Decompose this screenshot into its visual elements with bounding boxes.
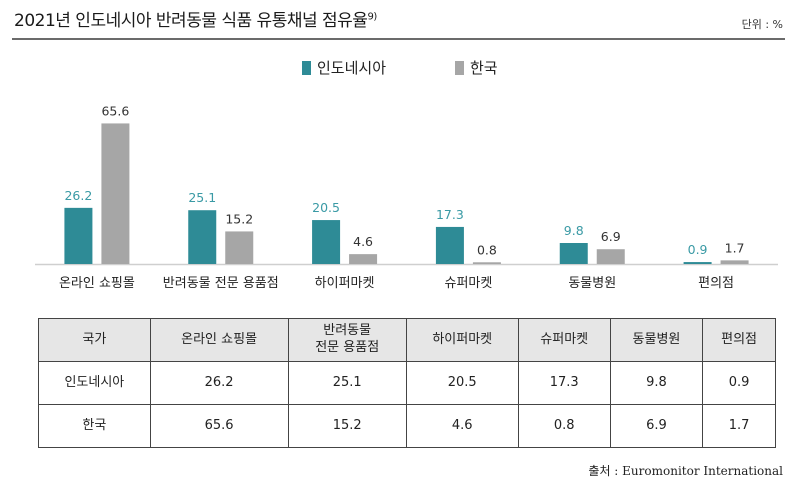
table-cell: 9.8 bbox=[609, 361, 704, 405]
bar-chart: 인도네시아 한국 26.2 65.6 온라인 쇼핑몰 25.1 15.2 반려동물 전문 용품… bbox=[35, 59, 778, 291]
data-label: 15.2 bbox=[225, 211, 253, 226]
legend-label: 한국 bbox=[470, 59, 498, 77]
bar-indonesia bbox=[683, 262, 712, 264]
x-tick-label: 동물병원 bbox=[568, 276, 616, 291]
table-cell: 4.6 bbox=[405, 404, 519, 448]
title-text: 2021년 인도네시아 반려동물 식품 유통채널 점유율 bbox=[14, 11, 368, 31]
table-header-cell: 편의점 bbox=[702, 318, 776, 362]
table-cell: 6.9 bbox=[609, 404, 704, 448]
table-cell: 17.3 bbox=[517, 361, 611, 405]
data-label: 6.9 bbox=[601, 229, 621, 244]
x-tick-label: 온라인 쇼핑몰 bbox=[59, 276, 135, 291]
bar-indonesia bbox=[435, 226, 464, 264]
table-cell: 15.2 bbox=[287, 404, 407, 448]
bar-korea bbox=[472, 262, 501, 264]
bar-korea bbox=[225, 231, 254, 264]
source-note: 출처 : Euromonitor International bbox=[588, 464, 783, 478]
chart-title: 2021년 인도네시아 반려동물 식품 유통채널 점유율9) bbox=[14, 6, 377, 31]
data-table: 국가 온라인 쇼핑몰 반려동물 전문 용품점 하이퍼마켓 슈퍼마켓 동물병원 편… bbox=[38, 318, 776, 448]
table-cell: 0.8 bbox=[517, 404, 611, 448]
bar-indonesia bbox=[312, 220, 341, 264]
data-label: 20.5 bbox=[312, 200, 340, 215]
bar-indonesia bbox=[559, 243, 588, 264]
table-header-cell: 온라인 쇼핑몰 bbox=[149, 318, 289, 362]
x-tick-label: 슈퍼마켓 bbox=[444, 276, 492, 291]
table-header-cell: 하이퍼마켓 bbox=[405, 318, 519, 362]
data-label: 1.7 bbox=[725, 240, 745, 255]
bar-korea bbox=[720, 260, 749, 264]
data-label: 17.3 bbox=[436, 207, 464, 222]
legend-swatch bbox=[302, 61, 311, 75]
bar-korea bbox=[596, 249, 625, 264]
data-label: 0.8 bbox=[477, 242, 497, 257]
bar-korea bbox=[349, 254, 378, 264]
table-cell: 26.2 bbox=[149, 361, 289, 405]
table-header-cell: 반려동물 전문 용품점 bbox=[287, 318, 407, 362]
bar-korea bbox=[101, 123, 130, 264]
data-label: 0.9 bbox=[688, 242, 708, 257]
x-tick-label: 편의점 bbox=[698, 276, 734, 291]
table-cell: 20.5 bbox=[405, 361, 519, 405]
title-footnote: 9) bbox=[367, 11, 377, 23]
table-row: 인도네시아 26.2 25.1 20.5 17.3 9.8 0.9 bbox=[38, 361, 776, 405]
data-label: 9.8 bbox=[564, 223, 584, 238]
title-divider bbox=[12, 38, 785, 40]
legend-swatch bbox=[455, 61, 464, 75]
table-cell: 인도네시아 bbox=[38, 361, 151, 405]
table-header-cell: 국가 bbox=[38, 318, 151, 362]
table-header-cell: 동물병원 bbox=[609, 318, 704, 362]
table-row: 한국 65.6 15.2 4.6 0.8 6.9 1.7 bbox=[38, 404, 776, 448]
table-cell: 1.7 bbox=[702, 404, 776, 448]
x-tick-label: 하이퍼마켓 bbox=[315, 276, 375, 291]
data-label: 26.2 bbox=[64, 188, 92, 203]
table-header-row: 국가 온라인 쇼핑몰 반려동물 전문 용품점 하이퍼마켓 슈퍼마켓 동물병원 편… bbox=[38, 318, 776, 362]
bar-indonesia bbox=[188, 210, 217, 264]
x-tick-label: 반려동물 전문 용품점 bbox=[163, 276, 279, 291]
table-cell: 한국 bbox=[38, 404, 151, 448]
legend-label: 인도네시아 bbox=[317, 59, 386, 77]
data-label: 65.6 bbox=[101, 103, 129, 118]
data-label: 25.1 bbox=[188, 190, 216, 205]
unit-label: 단위 : % bbox=[741, 18, 783, 31]
table-header-cell: 슈퍼마켓 bbox=[517, 318, 611, 362]
table-cell: 0.9 bbox=[702, 361, 776, 405]
table-cell: 25.1 bbox=[287, 361, 407, 405]
data-label: 4.6 bbox=[353, 234, 373, 249]
bar-indonesia bbox=[64, 207, 93, 264]
table-cell: 65.6 bbox=[149, 404, 289, 448]
